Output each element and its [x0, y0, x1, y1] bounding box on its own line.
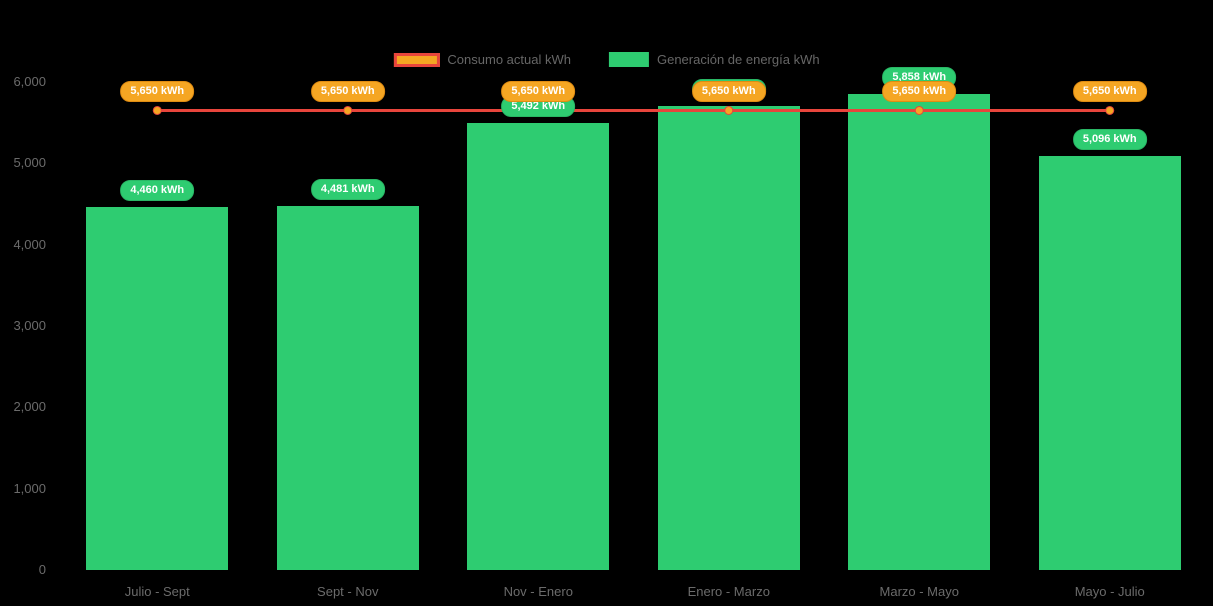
generation-bar — [86, 207, 229, 570]
consumption-point — [152, 105, 162, 115]
x-axis-label: Enero - Marzo — [687, 584, 770, 599]
y-axis-tick: 1,000 — [13, 480, 46, 496]
y-axis-tick: 5,000 — [13, 155, 46, 171]
consumption-value-pill: 5,650 kWh — [691, 81, 766, 103]
legend-label-consumption: Consumo actual kWh — [447, 52, 571, 67]
consumption-point — [1105, 105, 1115, 115]
consumption-value-pill: 5,650 kWh — [310, 81, 385, 103]
consumption-value-pill: 5,650 kWh — [1072, 81, 1147, 103]
x-axis-label: Nov - Enero — [503, 584, 573, 599]
chart-legend: Consumo actual kWh Generación de energía… — [393, 52, 820, 67]
x-axis-label: Mayo - Julio — [1074, 584, 1145, 599]
generation-bar — [657, 105, 800, 570]
generation-bar — [1038, 155, 1181, 570]
y-axis-tick: 3,000 — [13, 318, 46, 333]
y-axis-tick: 0 — [38, 562, 46, 577]
generation-bar — [848, 93, 991, 570]
consumption-point — [343, 105, 353, 115]
generation-value-pill: 4,481 kWh — [310, 178, 385, 200]
consumption-swatch-icon — [393, 52, 440, 67]
generation-bar — [467, 123, 610, 570]
legend-item-consumption[interactable]: Consumo actual kWh — [393, 52, 571, 67]
x-axis-label: Sept - Nov — [317, 584, 379, 599]
generation-bar — [276, 205, 419, 570]
generation-swatch-icon — [608, 52, 649, 67]
y-axis-tick: 4,000 — [13, 236, 46, 252]
legend-label-generation: Generación de energía kWh — [656, 52, 820, 67]
generation-value-pill: 4,460 kWh — [120, 180, 195, 202]
consumption-value-pill: 5,650 kWh — [120, 81, 195, 103]
x-axis-label: Julio - Sept — [124, 584, 190, 599]
legend-item-generation[interactable]: Generación de energía kWh — [608, 52, 820, 67]
consumption-value-pill: 5,650 kWh — [882, 81, 957, 103]
y-axis-tick: 2,000 — [13, 399, 46, 415]
y-axis-tick: 6,000 — [13, 74, 46, 89]
x-axis-label: Marzo - Mayo — [879, 584, 959, 599]
consumption-value-pill: 5,650 kWh — [501, 81, 576, 103]
generation-value-pill: 5,096 kWh — [1072, 128, 1147, 150]
